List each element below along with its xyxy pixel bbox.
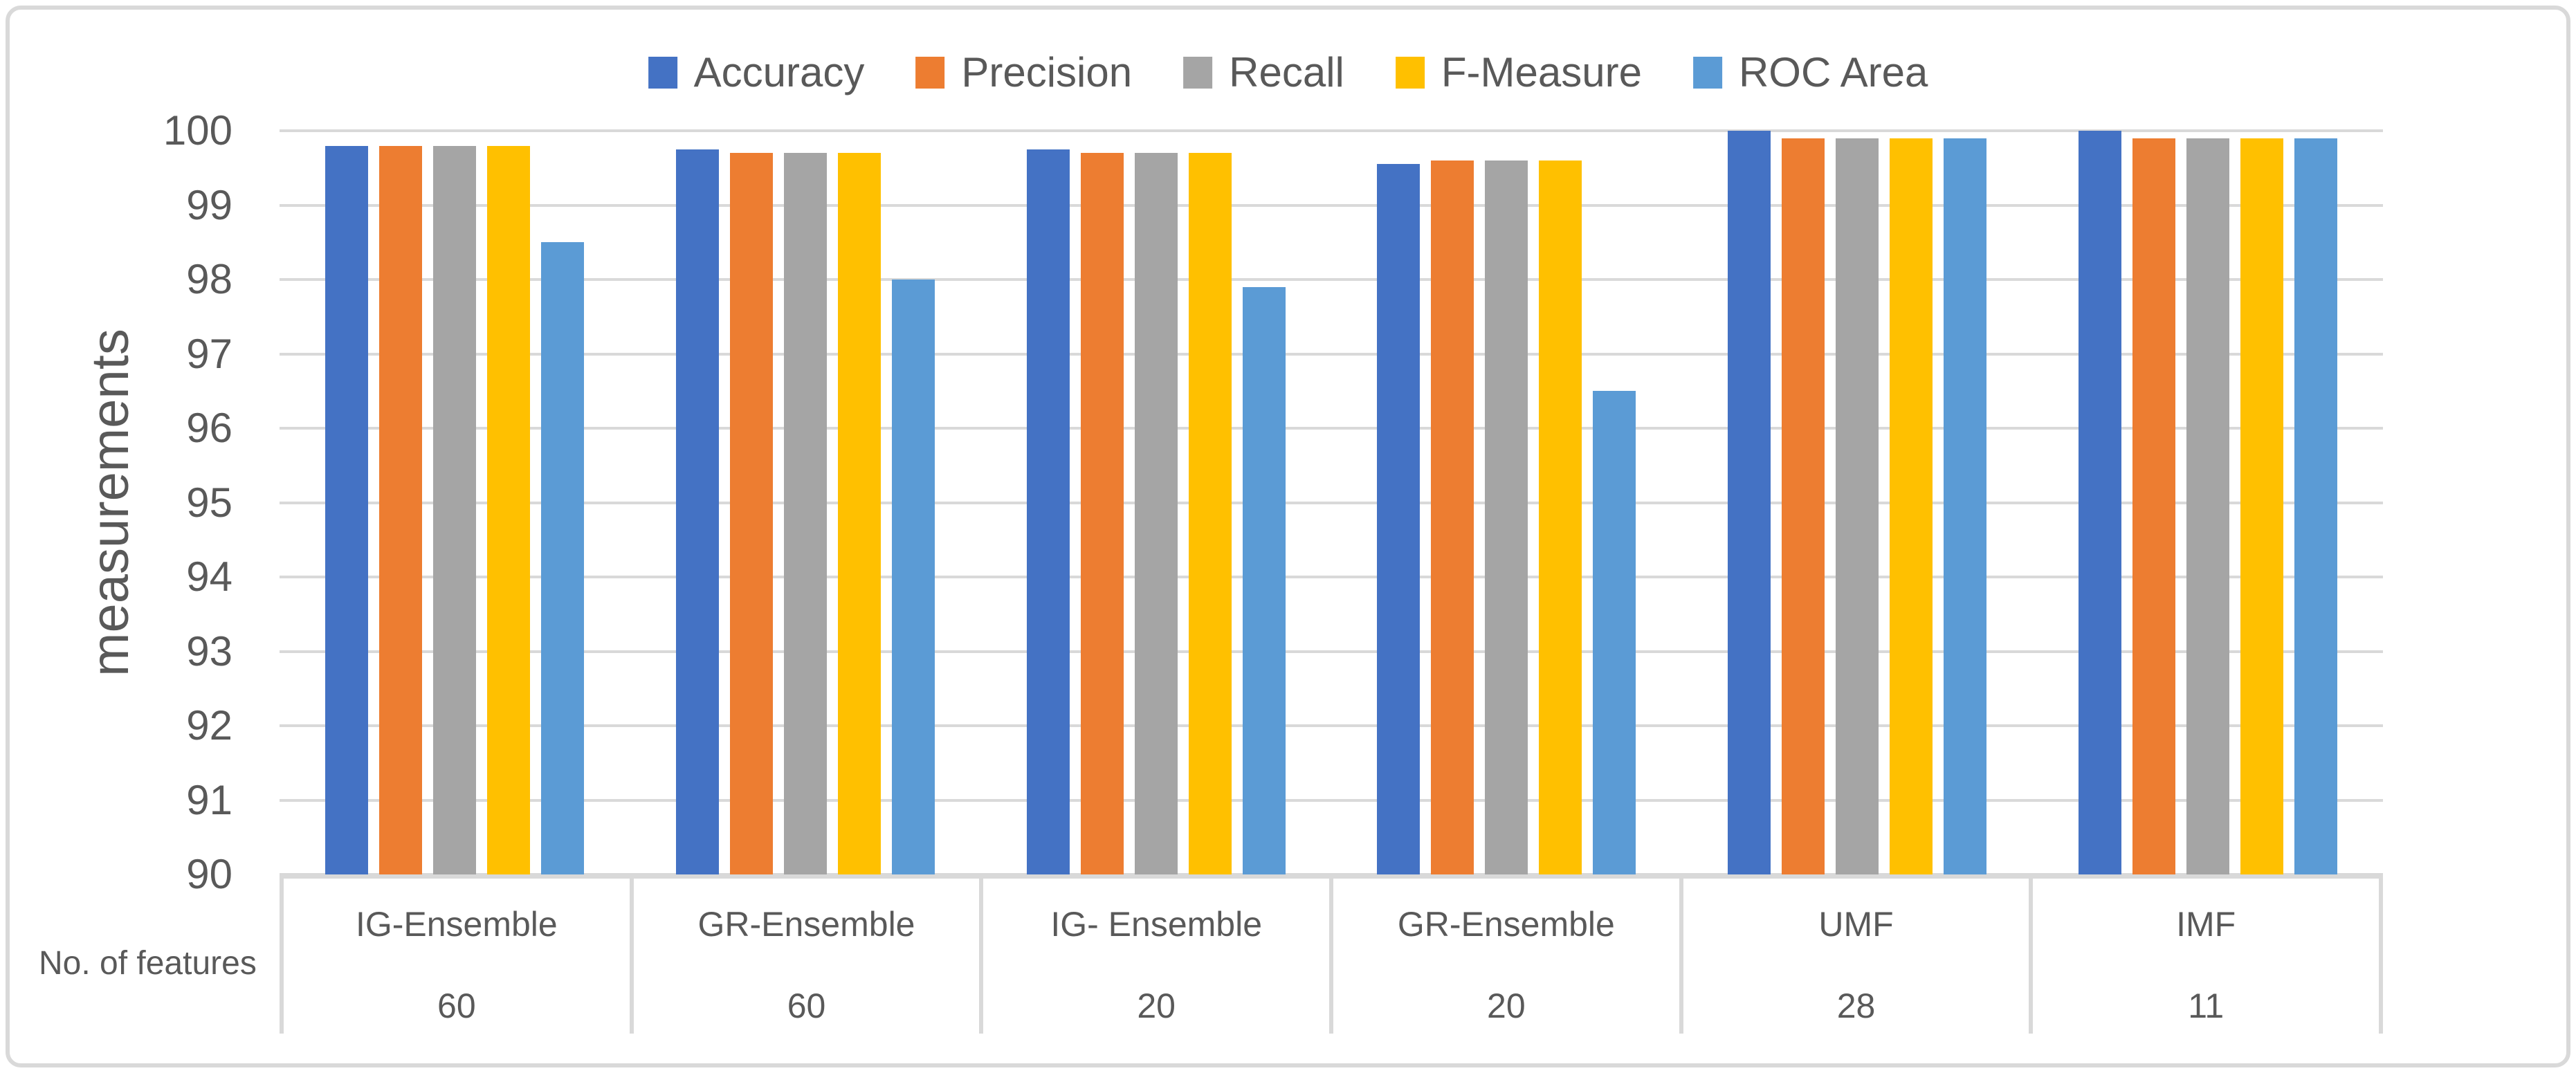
x-category-name: GR-Ensemble (697, 905, 915, 944)
bar-groups (280, 131, 2383, 874)
gridlines (280, 129, 2383, 876)
x-category-feature-count: 60 (787, 987, 826, 1025)
bar-roc-area-imf-11 (2294, 138, 2337, 874)
legend-label-precision: Precision (961, 49, 1133, 95)
legend-label-recall: Recall (1229, 49, 1344, 95)
gridline-99 (280, 203, 2383, 207)
x-category-cell-ig-ensemble-20: IG- Ensemble 20 (979, 879, 1329, 1034)
gridline-100 (280, 129, 2383, 132)
bar-recall-gr-ensemble-60 (784, 153, 827, 874)
gridline-97 (280, 352, 2383, 356)
x-category-cell-gr-ensemble-60: GR-Ensemble 60 (629, 879, 980, 1034)
bar-precision-ig-ensemble-60 (379, 145, 423, 874)
x-category-feature-count: 60 (437, 987, 476, 1025)
x-category-cell-gr-ensemble-20: GR-Ensemble 20 (1329, 879, 1679, 1034)
bar-accuracy-gr-ensemble-60 (676, 149, 719, 874)
bar-group-gr-ensemble-20 (1331, 131, 1682, 874)
x-category-cell-umf-28: UMF 28 (1679, 879, 2029, 1034)
bar-group-gr-ensemble-60 (630, 131, 981, 874)
y-tick-label-96: 96 (186, 405, 232, 451)
bar-roc-area-gr-ensemble-60 (892, 279, 935, 874)
bar-recall-gr-ensemble-20 (1485, 161, 1528, 874)
bar-f-measure-imf-11 (2240, 138, 2283, 874)
y-tick-label-90: 90 (186, 851, 232, 897)
bar-f-measure-gr-ensemble-60 (838, 153, 881, 874)
legend-swatch-accuracy (648, 57, 677, 89)
x-category-feature-count: 28 (1836, 987, 1876, 1025)
x-category-name: IG-Ensemble (355, 905, 558, 944)
x-category-feature-count: 20 (1137, 987, 1176, 1025)
y-tick-label-94: 94 (186, 553, 232, 600)
legend-swatch-recall (1183, 57, 1213, 89)
gridline-90 (280, 873, 2383, 876)
bar-accuracy-ig-ensemble-60 (325, 145, 369, 874)
bar-roc-area-ig-ensemble-60 (541, 242, 585, 874)
legend: Accuracy Precision Recall F-Measure ROC Area (648, 50, 1928, 95)
legend-label-f-measure: F-Measure (1441, 49, 1642, 95)
legend-swatch-precision (915, 57, 945, 89)
bar-group-imf-11 (2032, 131, 2383, 874)
bar-roc-area-umf-28 (1944, 138, 1987, 874)
y-tick-label-92: 92 (186, 702, 232, 749)
x-category-cell-imf-11: IMF 11 (2029, 879, 2384, 1034)
y-tick-label-97: 97 (186, 330, 232, 377)
legend-item-roc-area: ROC Area (1692, 49, 1928, 95)
plot-area (280, 129, 2383, 876)
legend-swatch-roc-area (1692, 57, 1722, 89)
legend-item-precision: Precision (915, 50, 1132, 95)
bar-precision-ig-ensemble-20 (1080, 153, 1124, 874)
gridline-91 (280, 798, 2383, 802)
x-category-name: IMF (2176, 905, 2236, 944)
bar-group-ig-ensemble-60 (280, 131, 630, 874)
x-category-name: GR-Ensemble (1397, 905, 1615, 944)
bar-accuracy-umf-28 (1728, 131, 1771, 874)
gridline-95 (280, 501, 2383, 504)
y-tick-label-100: 100 (163, 107, 232, 154)
bar-recall-imf-11 (2186, 138, 2229, 874)
x-axis-category-table: IG-Ensemble 60 GR-Ensemble 60 IG- Ensemble 20… (280, 874, 2384, 1034)
gridline-98 (280, 278, 2383, 281)
y-tick-label-98: 98 (186, 256, 232, 302)
bar-accuracy-gr-ensemble-20 (1377, 164, 1421, 874)
bar-accuracy-ig-ensemble-20 (1026, 149, 1070, 874)
legend-item-accuracy: Accuracy (648, 49, 865, 95)
bar-accuracy-imf-11 (2078, 131, 2121, 874)
legend-item-f-measure: F-Measure (1395, 49, 1642, 95)
legend-label-accuracy: Accuracy (693, 49, 865, 95)
x-category-feature-count: 11 (2188, 987, 2225, 1025)
bar-roc-area-gr-ensemble-20 (1593, 391, 1636, 874)
legend-label-roc-area: ROC Area (1738, 49, 1928, 95)
bar-f-measure-umf-28 (1890, 138, 1933, 874)
gridline-94 (280, 576, 2383, 578)
bar-roc-area-ig-ensemble-20 (1242, 286, 1286, 874)
x-category-name: UMF (1818, 905, 1894, 944)
bar-recall-umf-28 (1836, 138, 1879, 874)
bar-group-umf-28 (1682, 131, 2033, 874)
bar-group-ig-ensemble-20 (980, 131, 1331, 874)
x-category-name: IG- Ensemble (1050, 905, 1263, 944)
gridline-92 (280, 724, 2383, 727)
bar-precision-umf-28 (1782, 138, 1825, 874)
bar-precision-gr-ensemble-20 (1431, 161, 1474, 874)
bar-recall-ig-ensemble-20 (1134, 153, 1178, 874)
gridline-96 (280, 427, 2383, 430)
bar-precision-imf-11 (2132, 138, 2175, 874)
bar-f-measure-gr-ensemble-20 (1539, 161, 1582, 874)
x-category-cell-ig-ensemble-60: IG-Ensemble 60 (280, 879, 630, 1034)
bar-f-measure-ig-ensemble-60 (487, 145, 531, 874)
y-tick-label-95: 95 (186, 479, 232, 526)
y-tick-label-93: 93 (186, 627, 232, 675)
chart-frame: Accuracy Precision Recall F-Measure ROC Area… (6, 6, 2570, 1067)
bar-f-measure-ig-ensemble-20 (1188, 153, 1232, 874)
bar-precision-gr-ensemble-60 (730, 153, 773, 874)
gridline-93 (280, 650, 2383, 653)
legend-swatch-f-measure (1395, 57, 1425, 89)
y-axis-tick-labels: 100 99 98 97 96 95 94 93 92 91 90 (10, 109, 232, 896)
bar-recall-ig-ensemble-60 (433, 145, 477, 874)
x-category-feature-count: 20 (1487, 987, 1526, 1025)
legend-item-recall: Recall (1183, 50, 1344, 95)
y-tick-label-91: 91 (186, 776, 232, 823)
y-tick-label-99: 99 (186, 181, 232, 228)
x-axis-row-label: No. of features (39, 945, 257, 982)
